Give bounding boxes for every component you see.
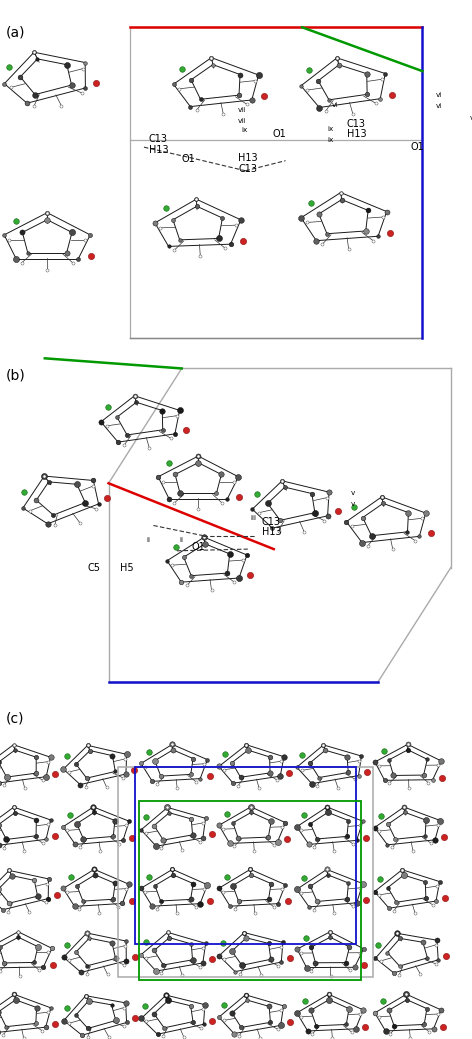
Text: O1: O1 [272, 129, 286, 138]
Text: vii: vii [238, 118, 246, 125]
Text: ii: ii [147, 537, 151, 542]
Bar [118, 767, 373, 977]
Text: vi: vi [332, 102, 338, 108]
Text: iii: iii [251, 515, 257, 522]
Text: C5: C5 [87, 563, 101, 574]
Text: vii: vii [238, 107, 246, 113]
Text: vi: vi [436, 91, 442, 98]
Text: C13: C13 [238, 164, 257, 175]
Text: H13: H13 [262, 528, 282, 537]
Text: viii: viii [470, 115, 472, 121]
Text: ix: ix [328, 127, 334, 132]
Text: (c): (c) [6, 712, 24, 725]
Text: ix: ix [328, 137, 334, 143]
Text: v: v [351, 501, 355, 507]
Text: C13: C13 [347, 118, 366, 129]
Text: H13: H13 [238, 153, 258, 163]
Text: O1: O1 [182, 154, 195, 164]
Text: C13: C13 [149, 134, 168, 143]
Text: ii: ii [180, 537, 184, 542]
Bar [139, 801, 361, 980]
Text: O1: O1 [411, 141, 424, 152]
Text: ix: ix [241, 128, 247, 133]
Text: H5: H5 [120, 563, 134, 574]
Text: vi: vi [436, 103, 442, 109]
Text: H13: H13 [347, 130, 367, 139]
Text: C13: C13 [262, 517, 281, 527]
Text: (a): (a) [6, 26, 25, 39]
Bar [135, 767, 356, 944]
Text: v: v [351, 490, 355, 497]
Text: (b): (b) [6, 369, 25, 382]
Text: O1: O1 [191, 541, 205, 552]
Text: H13: H13 [149, 144, 169, 155]
